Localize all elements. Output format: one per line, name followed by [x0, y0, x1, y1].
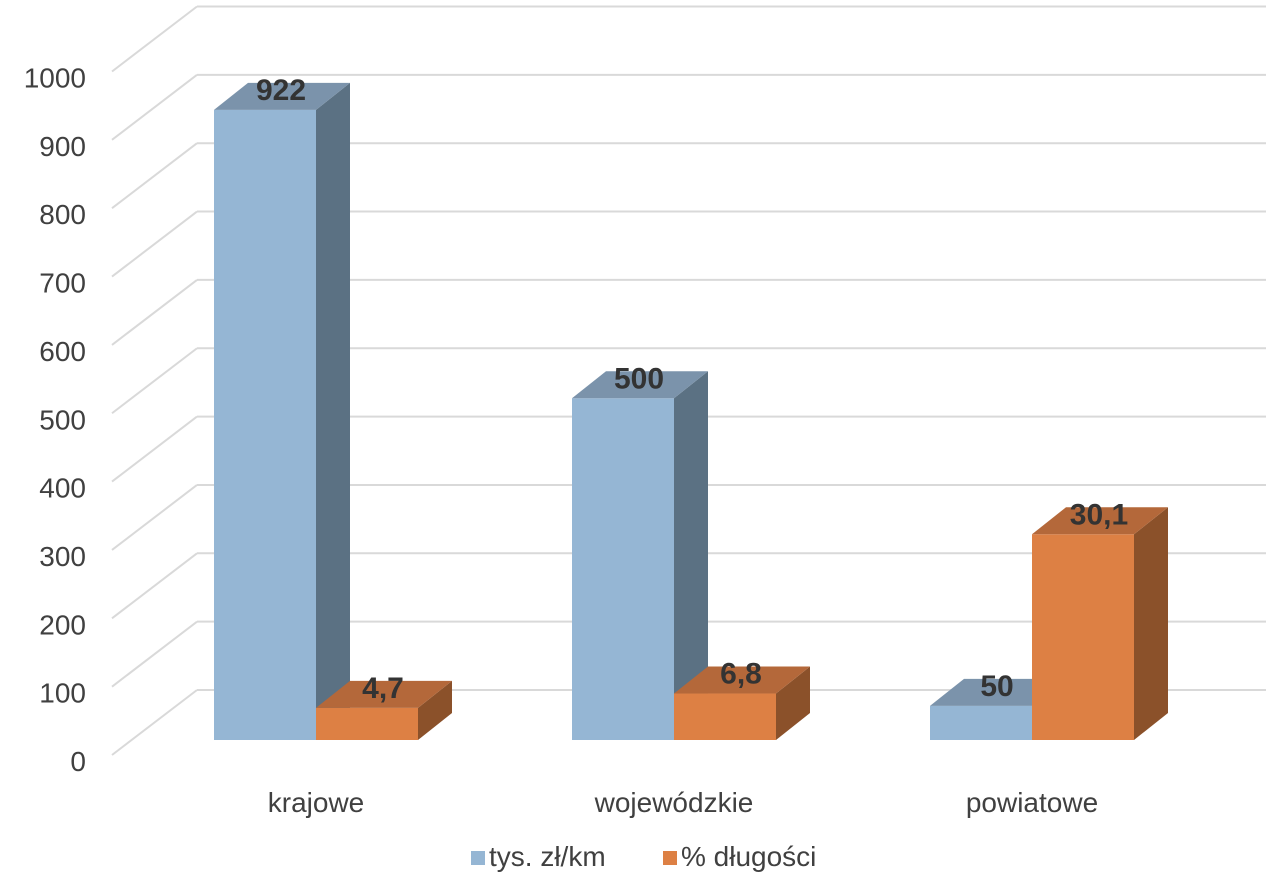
legend-swatch — [471, 851, 485, 865]
data-labels: 922 4,7 500 6,8 50 30,1 — [256, 74, 1128, 705]
gridline-diagonal — [111, 552, 198, 620]
bars — [214, 82, 1168, 741]
y-tick-label: 300 — [39, 541, 86, 572]
bar-front — [316, 707, 418, 740]
bar-front — [930, 705, 1032, 740]
gridline-diagonal — [111, 279, 198, 346]
bar-top — [214, 82, 350, 110]
gridline-diagonal — [111, 5, 198, 73]
bar-side — [316, 82, 350, 741]
y-tick-label: 700 — [39, 268, 86, 299]
bar-front — [214, 109, 316, 741]
bar-side — [418, 680, 452, 740]
bar — [214, 82, 350, 741]
data-label: 922 — [256, 74, 306, 107]
legend-item[interactable]: % długości — [663, 841, 816, 872]
data-label: 50 — [980, 670, 1013, 703]
bar-front — [572, 398, 674, 740]
x-category-label: wojewódzkie — [594, 787, 754, 818]
y-tick-label: 0 — [70, 746, 86, 777]
gridline-diagonal — [111, 210, 198, 278]
bar — [1032, 507, 1168, 740]
data-label: 4,7 — [362, 672, 404, 705]
bar-front — [1032, 534, 1134, 740]
gridline-diagonal — [111, 74, 198, 141]
bar-side — [674, 371, 708, 740]
data-label: 500 — [614, 362, 664, 395]
legend-label: % długości — [681, 841, 816, 872]
x-category-label: krajowe — [268, 787, 364, 818]
x-category-label: powiatowe — [966, 787, 1098, 818]
bar-front — [674, 693, 776, 740]
y-tick-label: 800 — [39, 199, 86, 230]
y-tick-label: 400 — [39, 473, 86, 504]
bar-top — [674, 666, 810, 694]
legend-swatch — [663, 851, 677, 865]
y-tick-label: 100 — [39, 678, 86, 709]
gridline-diagonal — [111, 620, 198, 688]
bar-top — [1032, 507, 1168, 535]
gridline-diagonal — [111, 689, 198, 756]
data-label: 30,1 — [1070, 498, 1128, 531]
y-tick-label: 1000 — [24, 63, 86, 94]
bar — [674, 666, 810, 740]
gridline-diagonal — [111, 484, 198, 551]
data-label: 6,8 — [720, 658, 762, 691]
legend-label: tys. zł/km — [489, 841, 606, 872]
y-tick-label: 900 — [39, 131, 86, 162]
bar — [572, 371, 708, 740]
bar — [316, 680, 452, 740]
gridline-diagonal — [111, 415, 198, 483]
gridline-diagonal — [111, 347, 198, 415]
bar-side — [1134, 507, 1168, 740]
bar-top — [572, 371, 708, 399]
gridlines — [111, 5, 1266, 756]
y-axis-ticks: 0 100 200 300 400 500 600 700 800 900 1000 — [24, 63, 86, 778]
y-tick-label: 500 — [39, 404, 86, 435]
x-axis-categories: krajowe wojewódzkie powiatowe — [268, 787, 1098, 818]
y-tick-label: 200 — [39, 609, 86, 640]
bar-top — [316, 680, 452, 708]
gridline-diagonal — [111, 142, 198, 209]
bar-side — [776, 666, 810, 740]
y-tick-label: 600 — [39, 336, 86, 367]
legend[interactable]: tys. zł/km % długości — [471, 841, 816, 872]
legend-item[interactable]: tys. zł/km — [471, 841, 606, 872]
